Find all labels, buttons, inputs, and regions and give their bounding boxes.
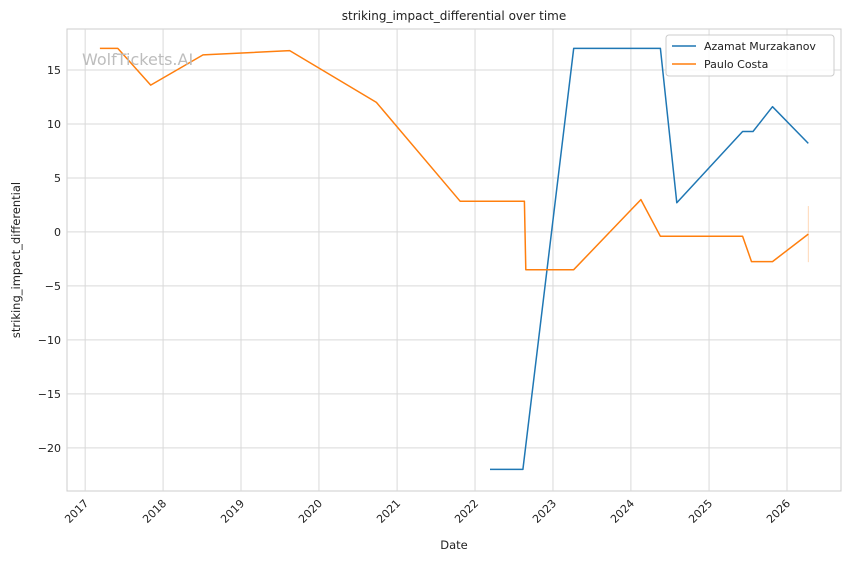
y-tick-label: 10 — [47, 118, 61, 131]
x-tick-label: 2017 — [62, 497, 91, 526]
y-tick-label: 5 — [54, 172, 61, 185]
grid — [67, 29, 841, 491]
legend-label-paulo-costa: Paulo Costa — [704, 58, 768, 71]
series-line-paulo-costa — [99, 47, 809, 271]
series-layer — [99, 47, 809, 471]
watermark: WolfTickets.AI — [82, 50, 193, 69]
y-tick-label: 15 — [47, 64, 61, 77]
x-tick-label: 2024 — [608, 497, 637, 526]
plot-area — [66, 28, 842, 492]
series-line-azamat-murzakanov — [490, 47, 809, 471]
x-tick-label: 2025 — [686, 497, 715, 526]
x-tick-label: 2021 — [374, 497, 403, 526]
x-tick-label: 2020 — [296, 497, 325, 526]
x-axis-ticks: 2017 2018 2019 2020 2021 2022 2023 2024 2025 2026 — [62, 497, 793, 526]
y-tick-label: −20 — [38, 442, 61, 455]
x-tick-label: 2026 — [764, 497, 793, 526]
y-axis-label: striking_impact_differential — [9, 182, 23, 338]
y-tick-label: −5 — [45, 280, 61, 293]
legend-label-azamat-murzakanov: Azamat Murzakanov — [704, 40, 816, 53]
chart-title: striking_impact_differential over time — [342, 9, 567, 23]
x-tick-label: 2018 — [140, 497, 169, 526]
y-tick-label: 0 — [54, 226, 61, 239]
legend-box — [665, 34, 835, 77]
y-axis-ticks: −20 −15 −10 −5 0 5 10 15 — [38, 64, 61, 455]
y-tick-label: −15 — [38, 388, 61, 401]
y-tick-label: −10 — [38, 334, 61, 347]
x-tick-label: 2019 — [218, 497, 247, 526]
x-axis-label: Date — [440, 538, 468, 552]
x-tick-label: 2022 — [452, 497, 481, 526]
legend: Azamat Murzakanov Paulo Costa — [665, 34, 835, 77]
x-tick-label: 2023 — [530, 497, 559, 526]
